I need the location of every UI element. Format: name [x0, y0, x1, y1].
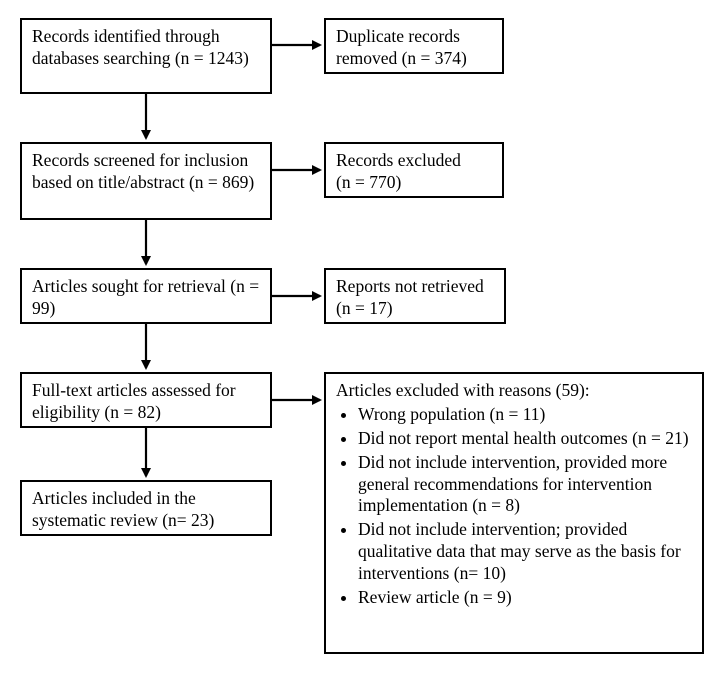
node-text: Records identified through databases sea…: [32, 26, 249, 68]
node-duplicates-removed: Duplicate records removed (n = 374): [324, 18, 504, 74]
node-text: Articles sought for retrieval (n = 99): [32, 276, 259, 318]
node-records-identified: Records identified through databases sea…: [20, 18, 272, 94]
list-item: Did not include intervention, provided m…: [358, 452, 692, 518]
node-records-excluded: Records excluded(n = 770): [324, 142, 504, 198]
node-text: Articles included in the systematic revi…: [32, 488, 214, 530]
node-text: Records excluded(n = 770): [336, 150, 461, 192]
node-fulltext-assessed: Full-text articles assessed for eligibil…: [20, 372, 272, 428]
node-text: Duplicate records removed (n = 374): [336, 26, 467, 68]
node-text: Records screened for inclusion based on …: [32, 150, 254, 192]
node-text: Reports not retrieved(n = 17): [336, 276, 484, 318]
node-text: Full-text articles assessed for eligibil…: [32, 380, 236, 422]
node-lead-text: Articles excluded with reasons (59):: [336, 380, 590, 400]
list-item: Review article (n = 9): [358, 587, 692, 609]
list-item: Did not report mental health outcomes (n…: [358, 428, 692, 450]
node-articles-sought: Articles sought for retrieval (n = 99): [20, 268, 272, 324]
node-reports-not-retrieved: Reports not retrieved(n = 17): [324, 268, 506, 324]
list-item: Wrong population (n = 11): [358, 404, 692, 426]
list-item: Did not include intervention; provided q…: [358, 519, 692, 585]
node-articles-included: Articles included in the systematic revi…: [20, 480, 272, 536]
exclusion-reasons-list: Wrong population (n = 11) Did not report…: [336, 404, 692, 609]
node-records-screened: Records screened for inclusion based on …: [20, 142, 272, 220]
node-articles-excluded-reasons: Articles excluded with reasons (59): Wro…: [324, 372, 704, 654]
